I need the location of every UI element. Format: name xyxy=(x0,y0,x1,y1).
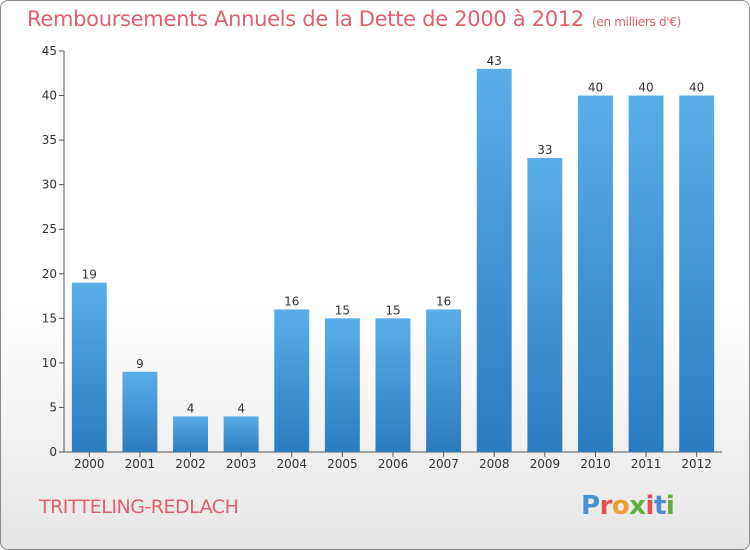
bar-2010 xyxy=(577,95,613,453)
bar-2007 xyxy=(426,309,462,452)
x-tick-label-2002: 2002 xyxy=(175,457,206,471)
bar-2008 xyxy=(476,68,512,453)
y-tick-label: 25 xyxy=(42,222,57,236)
bar-2004 xyxy=(274,309,310,452)
y-tick-label: 5 xyxy=(49,400,57,414)
bar-2011 xyxy=(628,95,664,453)
chart-subtitle: (en milliers d'€) xyxy=(592,15,682,29)
x-tick-label-2003: 2003 xyxy=(226,457,257,471)
y-tick-label: 45 xyxy=(42,44,57,58)
x-tick-label-2012: 2012 xyxy=(681,457,712,471)
y-tick-label: 20 xyxy=(42,267,57,281)
bar-2006 xyxy=(375,318,411,452)
chart-axes: 0 5 10 15 20 25 30 35 40 45 2000 2001 2002 2003 2004 20… xyxy=(42,44,722,471)
x-tick-label-2010: 2010 xyxy=(580,457,611,471)
x-tick-label-2008: 2008 xyxy=(479,457,510,471)
y-tick-label: 35 xyxy=(42,133,57,147)
data-label-2002: 4 xyxy=(187,401,195,415)
x-tick-label-2006: 2006 xyxy=(378,457,409,471)
x-tick-label-2000: 2000 xyxy=(74,457,105,471)
y-tick-label: 0 xyxy=(49,445,57,459)
bar-chart: 0 5 10 15 20 25 30 35 40 45 2000 2001 2002 2003 2004 20… xyxy=(42,44,722,471)
data-label-2000: 19 xyxy=(82,268,97,282)
data-label-2007: 16 xyxy=(436,294,451,308)
x-tick-label-2001: 2001 xyxy=(125,457,156,471)
data-label-2003: 4 xyxy=(237,401,245,415)
data-label-2008: 43 xyxy=(487,54,502,68)
x-tick-label-2004: 2004 xyxy=(276,457,307,471)
y-tick-label: 40 xyxy=(42,89,57,103)
bar-2000 xyxy=(71,282,107,452)
y-tick-label: 15 xyxy=(42,311,57,325)
chart-bars: 19 9 4 4 16 15 15 16 43 33 40 40 40 xyxy=(71,54,715,453)
data-label-2001: 9 xyxy=(136,357,144,371)
chart-title-text: Remboursements Annuels de la Dette de 20… xyxy=(27,7,584,31)
data-label-2006: 15 xyxy=(385,303,400,317)
data-label-2004: 16 xyxy=(284,294,299,308)
bar-2001 xyxy=(122,371,158,452)
bar-2009 xyxy=(527,157,563,452)
data-label-2009: 33 xyxy=(537,143,552,157)
bar-2005 xyxy=(324,318,360,452)
proxiti-logo: Proxiti xyxy=(581,491,675,521)
bar-2012 xyxy=(679,95,715,453)
chart-title: Remboursements Annuels de la Dette de 20… xyxy=(27,7,681,31)
data-label-2011: 40 xyxy=(638,81,653,95)
y-tick-label: 10 xyxy=(42,356,57,370)
data-label-2012: 40 xyxy=(689,81,704,95)
y-tick-label: 30 xyxy=(42,178,57,192)
x-tick-label-2005: 2005 xyxy=(327,457,358,471)
x-tick-label-2007: 2007 xyxy=(428,457,459,471)
bar-2002 xyxy=(173,416,209,452)
commune-name: TRITTELING-REDLACH xyxy=(39,496,239,518)
bar-2003 xyxy=(223,416,259,452)
data-label-2010: 40 xyxy=(588,81,603,95)
x-tick-label-2011: 2011 xyxy=(631,457,662,471)
x-tick-label-2009: 2009 xyxy=(530,457,561,471)
data-label-2005: 15 xyxy=(335,303,350,317)
